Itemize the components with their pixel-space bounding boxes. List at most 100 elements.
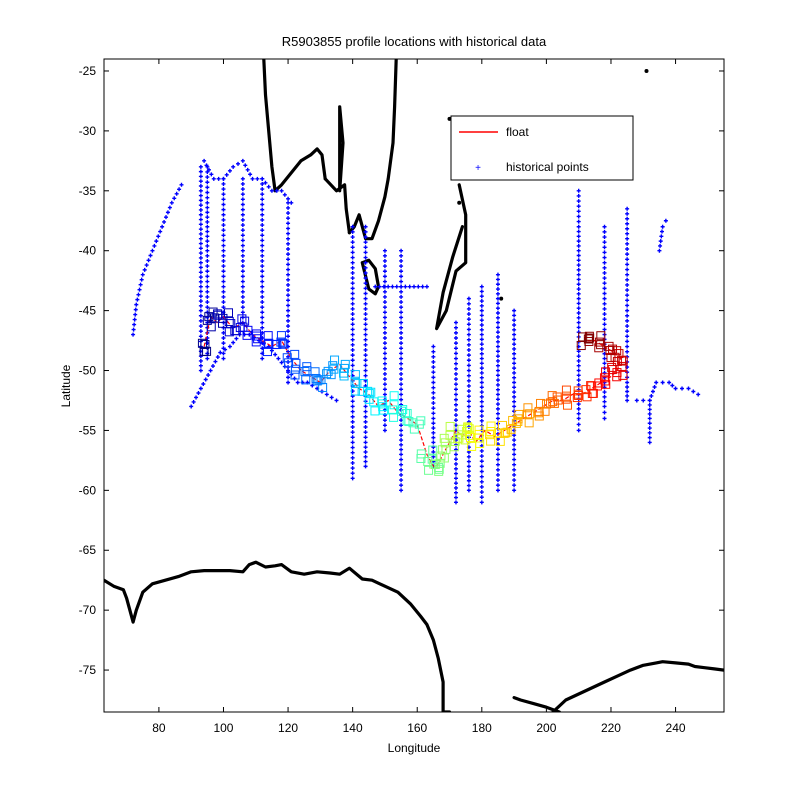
historical-point bbox=[576, 287, 581, 292]
float-profile-marker bbox=[445, 421, 455, 431]
historical-point bbox=[263, 180, 268, 185]
historical-point bbox=[625, 344, 630, 349]
historical-point bbox=[363, 454, 368, 459]
historical-point bbox=[420, 284, 425, 289]
historical-point bbox=[625, 318, 630, 323]
historical-point bbox=[495, 272, 500, 277]
historical-point bbox=[382, 418, 387, 423]
historical-point bbox=[399, 274, 404, 279]
historical-point bbox=[576, 382, 581, 387]
float-profile-marker bbox=[457, 424, 467, 434]
historical-point bbox=[363, 327, 368, 332]
historical-point bbox=[657, 248, 662, 253]
historical-point bbox=[260, 305, 265, 310]
historical-point bbox=[198, 329, 203, 334]
historical-point bbox=[205, 279, 210, 284]
historical-point bbox=[625, 339, 630, 344]
historical-point bbox=[602, 404, 607, 409]
float-profile-marker bbox=[224, 317, 234, 327]
historical-point bbox=[221, 228, 226, 233]
float-profile-marker bbox=[596, 331, 606, 341]
historical-point bbox=[453, 366, 458, 371]
float-profile-marker bbox=[610, 352, 620, 362]
historical-point bbox=[286, 303, 291, 308]
historical-point bbox=[576, 253, 581, 258]
historical-point bbox=[221, 192, 226, 197]
historical-point bbox=[431, 354, 436, 359]
historical-point bbox=[373, 284, 378, 289]
historical-point bbox=[286, 205, 291, 210]
historical-point bbox=[198, 303, 203, 308]
historical-point bbox=[363, 265, 368, 270]
float-profile-marker bbox=[578, 332, 588, 342]
historical-point bbox=[466, 459, 471, 464]
historical-point bbox=[602, 235, 607, 240]
historical-point bbox=[576, 358, 581, 363]
historical-point bbox=[363, 425, 368, 430]
historical-point bbox=[240, 279, 245, 284]
historical-point bbox=[466, 469, 471, 474]
historical-point bbox=[363, 250, 368, 255]
coastline-segment bbox=[435, 183, 468, 331]
historical-point bbox=[495, 334, 500, 339]
historical-point bbox=[221, 279, 226, 284]
historical-point bbox=[495, 320, 500, 325]
historical-point bbox=[512, 478, 517, 483]
historical-point bbox=[495, 416, 500, 421]
historical-point bbox=[260, 212, 265, 217]
historical-point bbox=[286, 354, 291, 359]
historical-point bbox=[625, 226, 630, 231]
historical-point bbox=[399, 387, 404, 392]
historical-point bbox=[260, 176, 265, 181]
historical-point bbox=[453, 457, 458, 462]
historical-point bbox=[399, 305, 404, 310]
float-profile-marker bbox=[276, 337, 286, 347]
historical-point bbox=[647, 416, 652, 421]
historical-point bbox=[202, 158, 207, 163]
historical-point bbox=[221, 264, 226, 269]
historical-point bbox=[512, 370, 517, 375]
historical-point bbox=[205, 243, 210, 248]
historical-point bbox=[286, 282, 291, 287]
float-profile-marker bbox=[240, 316, 250, 326]
historical-point bbox=[625, 262, 630, 267]
historical-point bbox=[412, 284, 416, 289]
historical-point bbox=[363, 358, 368, 363]
historical-point bbox=[286, 231, 291, 236]
historical-point bbox=[221, 176, 226, 181]
historical-point bbox=[260, 294, 265, 299]
historical-point bbox=[479, 361, 484, 366]
historical-point bbox=[221, 336, 226, 341]
historical-point bbox=[198, 255, 203, 260]
historical-point bbox=[350, 224, 355, 229]
historical-point bbox=[198, 313, 203, 318]
historical-point bbox=[399, 320, 404, 325]
historical-point bbox=[431, 435, 436, 440]
historical-point bbox=[399, 483, 404, 488]
coastline-segment bbox=[347, 59, 398, 241]
historical-point bbox=[218, 350, 223, 355]
y-tick-label: -30 bbox=[79, 124, 97, 138]
historical-point bbox=[399, 310, 404, 315]
historical-point bbox=[363, 435, 368, 440]
historical-point bbox=[602, 410, 607, 415]
historical-point bbox=[221, 187, 226, 192]
float-profile-marker bbox=[607, 362, 617, 372]
island-mark bbox=[499, 296, 504, 301]
historical-point bbox=[158, 229, 163, 234]
historical-point bbox=[479, 294, 484, 299]
historical-point bbox=[240, 269, 245, 274]
historical-point bbox=[221, 300, 226, 305]
historical-point bbox=[466, 399, 471, 404]
historical-point bbox=[350, 317, 355, 322]
historical-point bbox=[399, 382, 404, 387]
historical-point bbox=[479, 303, 484, 308]
historical-point bbox=[286, 226, 291, 231]
historical-point bbox=[466, 301, 471, 306]
historical-point bbox=[269, 188, 274, 193]
historical-point bbox=[260, 315, 265, 320]
historical-point bbox=[576, 204, 581, 209]
historical-point bbox=[576, 188, 581, 193]
historical-point bbox=[453, 452, 458, 457]
float-profile-marker bbox=[561, 394, 571, 404]
